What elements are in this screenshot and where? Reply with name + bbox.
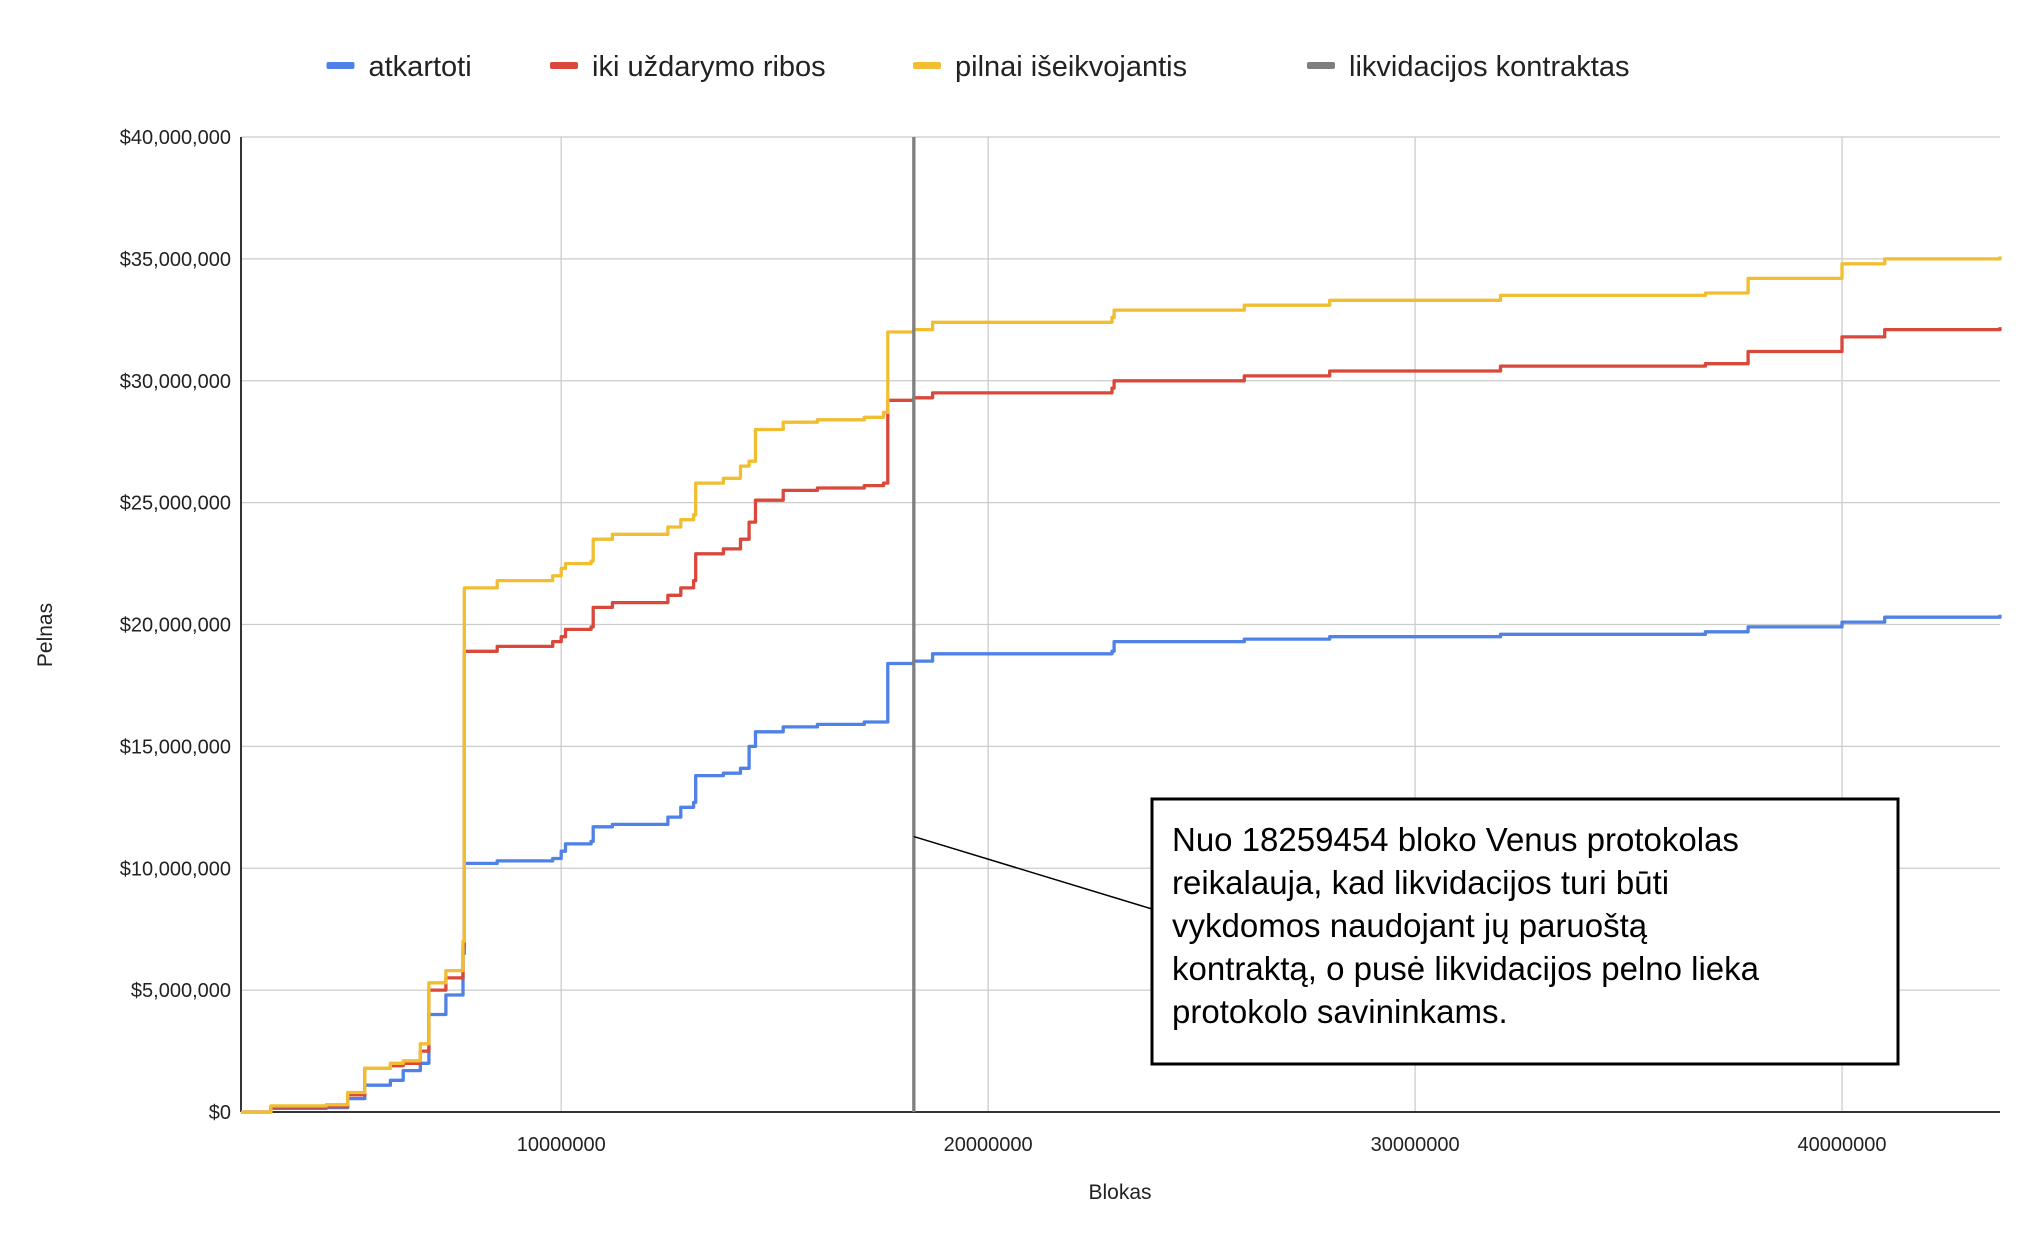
x-tick-label: 40000000	[1798, 1134, 1887, 1156]
annotation-box	[1150, 797, 1900, 1066]
y-tick-label: $0	[209, 1102, 231, 1124]
legend-label: pilnai išeikvojantis	[955, 51, 1187, 83]
series-layer	[241, 137, 2002, 1114]
annotation-text-line: kontraktą, o pusė likvidacijos pelno lie…	[1172, 950, 1760, 987]
legend-item[interactable]: atkartoti	[326, 51, 472, 83]
y-tick-label: $10,000,000	[120, 858, 231, 880]
legend-swatch	[913, 62, 941, 69]
y-tick-label: $35,000,000	[120, 249, 231, 271]
legend-item[interactable]: pilnai išeikvojantis	[913, 51, 1187, 83]
legend[interactable]: atkartoti iki uždarymo ribos pilnai išeikv…	[326, 51, 1630, 83]
annotation-layer: Nuo 18259454 bloko Venus protokolas reika…	[913, 797, 1900, 1066]
annotation-text-line: protokolo savininkams.	[1172, 993, 1508, 1030]
y-tick-label: $25,000,000	[120, 493, 231, 515]
legend-swatch	[550, 62, 578, 69]
series-line-1	[241, 327, 2002, 1114]
legend-swatch	[1307, 62, 1335, 69]
x-tick-label: 10000000	[517, 1134, 606, 1156]
x-tick-label: 20000000	[944, 1134, 1033, 1156]
annotation-text-line: reikalauja, kad likvidacijos turi būti	[1172, 864, 1669, 901]
legend-item[interactable]: likvidacijos kontraktas	[1307, 51, 1629, 83]
legend-label: likvidacijos kontraktas	[1349, 51, 1629, 83]
y-tick-label: $40,000,000	[120, 127, 231, 149]
annotation-text-line: vykdomos naudojant jų paruoštą	[1172, 907, 1648, 944]
y-tick-label: $5,000,000	[131, 980, 231, 1002]
y-tick-label: $30,000,000	[120, 371, 231, 393]
annotation-pointer-line	[913, 835, 1153, 910]
annotation-text-line: Nuo 18259454 bloko Venus protokolas	[1172, 821, 1739, 858]
legend-item[interactable]: iki uždarymo ribos	[550, 51, 826, 83]
legend-swatch	[326, 62, 355, 69]
series-line-0	[241, 614, 2002, 1114]
axis-layer: $0 $5,000,000 $10,000,000 $15,000,000 $20,00…	[120, 127, 2000, 1156]
legend-label: iki uždarymo ribos	[592, 51, 826, 83]
y-axis-title: Pelnas	[34, 603, 57, 667]
y-tick-label: $20,000,000	[120, 615, 231, 637]
legend-label: atkartoti	[369, 51, 472, 83]
x-tick-label: 30000000	[1371, 1134, 1460, 1156]
series-line-2	[241, 256, 2002, 1114]
y-tick-label: $15,000,000	[120, 736, 231, 758]
x-axis-title: Blokas	[1088, 1181, 1151, 1204]
